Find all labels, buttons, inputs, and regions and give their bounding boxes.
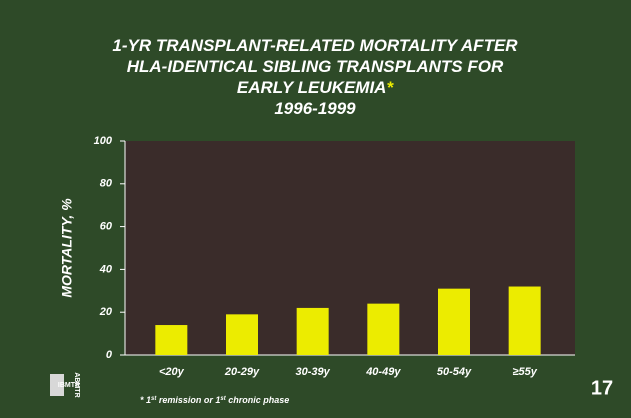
logo-box (50, 374, 64, 396)
chart-title: EARLY LEUKEMIA* (237, 78, 395, 97)
footnote-part: st (220, 396, 226, 402)
logo-text: IBMTR (58, 382, 80, 389)
x-tick-label: 30-39y (296, 366, 331, 378)
footnote: * 1st remission or 1st chronic phase (140, 395, 289, 405)
y-tick-label: 60 (100, 221, 113, 233)
bar (367, 303, 400, 355)
bar (296, 307, 329, 355)
y-tick-label: 100 (94, 135, 113, 147)
footnote-part: st (151, 396, 157, 402)
chart-title: 1-YR TRANSPLANT-RELATED MORTALITY AFTER (112, 36, 518, 55)
footnote-part: remission or 1 (156, 395, 220, 405)
y-tick-label: 20 (99, 306, 113, 318)
bar (226, 314, 258, 355)
title-line: EARLY LEUKEMIA (237, 78, 387, 97)
chart-title: 1996-1999 (274, 99, 356, 118)
chart-title: HLA-IDENTICAL SIBLING TRANSPLANTS FOR (127, 57, 504, 76)
bar (438, 288, 470, 355)
title-mark: * (386, 78, 394, 97)
bar (508, 286, 541, 355)
page-number: 17 (591, 377, 613, 399)
y-axis-label: MORTALITY, % (59, 198, 75, 298)
title-line: 1-YR TRANSPLANT-RELATED MORTALITY AFTER (112, 36, 518, 55)
title-line: 1996-1999 (274, 99, 356, 118)
bar (155, 325, 188, 355)
y-tick-label: 0 (106, 349, 113, 361)
x-tick-label: ≥55y (512, 366, 537, 378)
logo-text: ABMTR (73, 372, 80, 397)
x-tick-label: 20-29y (224, 366, 260, 378)
footnote-part: * 1 (140, 395, 151, 405)
x-tick-label: 40-49y (365, 366, 401, 378)
title-line: HLA-IDENTICAL SIBLING TRANSPLANTS FOR (127, 57, 504, 76)
x-tick-label: <20y (159, 366, 185, 378)
x-tick-label: 50-54y (437, 366, 472, 378)
y-tick-label: 40 (99, 263, 113, 275)
y-tick-label: 80 (100, 178, 113, 190)
footnote-part: chronic phase (226, 395, 290, 405)
plot-area (125, 141, 575, 355)
